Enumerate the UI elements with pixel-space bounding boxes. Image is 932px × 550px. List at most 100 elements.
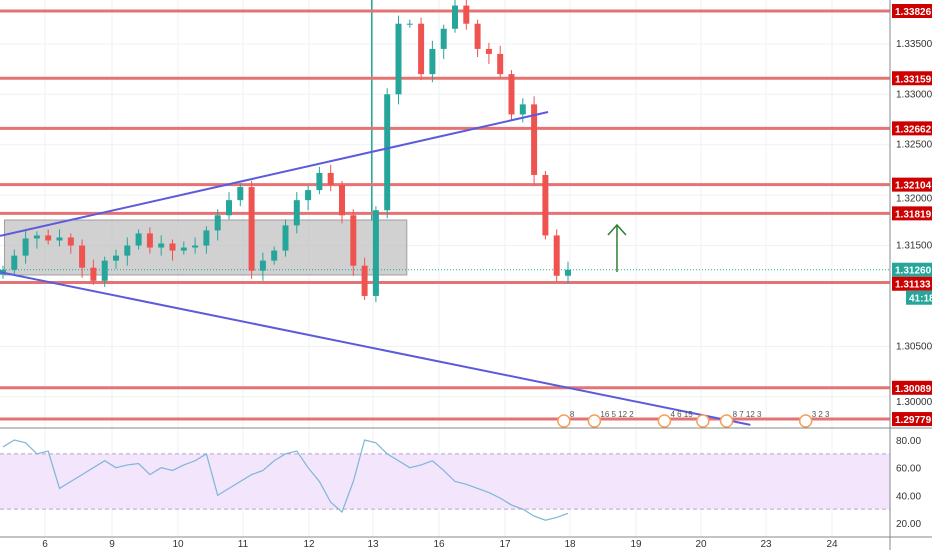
level-price-label: 1.33159 (895, 74, 932, 85)
trend-line[interactable] (0, 111, 549, 237)
candle-body (192, 245, 199, 248)
range-box-rect[interactable] (4, 219, 408, 276)
candle-body (406, 23, 413, 25)
price-tick: 1.30500 (896, 341, 932, 352)
rsi-line (2, 439, 569, 521)
candle-body (124, 245, 131, 256)
event-flag-icon[interactable] (696, 414, 710, 428)
price-tick: 1.32000 (896, 194, 932, 205)
event-count: 8 7 12 3 (733, 410, 762, 419)
current-price-tag (892, 262, 932, 277)
level-price-tag (892, 71, 932, 86)
economic-events[interactable]: 8 16 5 12 2 4 6 15 8 7 12 3 3 2 3 (557, 410, 830, 428)
candle-body (452, 5, 458, 29)
rsi-tick: 20.00 (896, 519, 921, 530)
candle-body (395, 23, 402, 95)
event-flag-icon[interactable] (798, 414, 813, 428)
range-box[interactable] (4, 0, 408, 276)
level-price-label: 1.33826 (895, 7, 932, 18)
candle-body (519, 104, 526, 115)
candle-body (327, 172, 334, 186)
level-price-tag (892, 380, 932, 395)
candle-body (56, 237, 63, 241)
candle-body (339, 185, 345, 216)
date-tick: 20 (695, 539, 707, 550)
candle-body (305, 190, 312, 201)
trend-lines[interactable] (0, 111, 751, 426)
arrow-head-icon (607, 223, 627, 236)
event-flag-icon[interactable] (719, 414, 734, 428)
date-tick: 18 (564, 539, 576, 550)
date-tick: 23 (760, 539, 772, 550)
event-flag-icon[interactable] (587, 414, 602, 428)
price-tick: 1.30000 (896, 397, 932, 408)
candle-body (67, 237, 74, 246)
candle-body (361, 265, 368, 296)
candle-body (350, 215, 357, 266)
level-price-tag (892, 4, 932, 18)
candle-body (135, 233, 142, 246)
candle-body (474, 23, 481, 49)
candle-body (463, 5, 470, 24)
level-price-label: 1.29779 (895, 415, 932, 426)
level-price-tag (892, 121, 932, 136)
level-price-tag (892, 177, 932, 192)
candle-body (542, 174, 549, 236)
candle-body (248, 187, 255, 271)
candle-body (293, 200, 300, 226)
candle-body (485, 48, 492, 54)
candle-body (440, 28, 447, 49)
event-count: 4 6 15 (670, 410, 693, 419)
candles (0, 0, 571, 302)
candle-body (429, 48, 436, 75)
horizontal-levels[interactable] (0, 9, 890, 421)
level-price-label: 1.31819 (895, 209, 932, 220)
level-price-label: 1.32104 (895, 181, 932, 192)
rsi-tick: 40.00 (896, 491, 921, 502)
candle-body (33, 235, 40, 239)
date-tick: 16 (433, 539, 445, 550)
date-tick: 9 (109, 539, 115, 550)
candle-body (531, 104, 538, 175)
rsi-band (0, 453, 890, 510)
candle-body (565, 269, 571, 276)
candle-body (508, 74, 515, 115)
candle-body (282, 225, 289, 251)
candle-body (372, 210, 379, 296)
candle-body (418, 23, 425, 75)
price-tick: 1.31500 (896, 241, 932, 252)
event-flag-icon[interactable] (557, 414, 571, 428)
price-tick: 1.32500 (896, 140, 932, 151)
candle-body (113, 255, 119, 261)
date-tick: 17 (499, 539, 511, 550)
event-count: 16 5 12 2 (600, 410, 634, 419)
candle-body (203, 230, 210, 246)
level-price-label: 1.31133 (895, 280, 931, 291)
candle-body (271, 250, 278, 261)
candle-body (169, 243, 176, 251)
rsi-tick: 80.00 (896, 436, 921, 447)
trend-line[interactable] (0, 271, 751, 426)
level-price-label: 1.32662 (895, 124, 932, 135)
candle-body (497, 53, 504, 75)
rsi-tick: 60.00 (896, 464, 921, 475)
candle-body (158, 243, 165, 248)
event-count: 3 2 3 (812, 410, 830, 419)
event-flag-icon[interactable] (657, 414, 672, 428)
candle-body (22, 238, 29, 256)
candle-body (316, 172, 323, 191)
date-tick: 6 (42, 539, 48, 550)
candle-body (180, 247, 187, 251)
current-price-label: 1.31260 (895, 266, 932, 277)
date-tick: 24 (826, 539, 838, 550)
level-price-tag (892, 276, 932, 291)
date-tick: 10 (172, 539, 184, 550)
candle-body (45, 235, 52, 241)
candle-body (237, 187, 244, 201)
candle-body (226, 200, 232, 216)
candle-body (384, 94, 391, 211)
rsi-panel (0, 439, 890, 521)
price-tick: 1.33000 (896, 89, 932, 100)
